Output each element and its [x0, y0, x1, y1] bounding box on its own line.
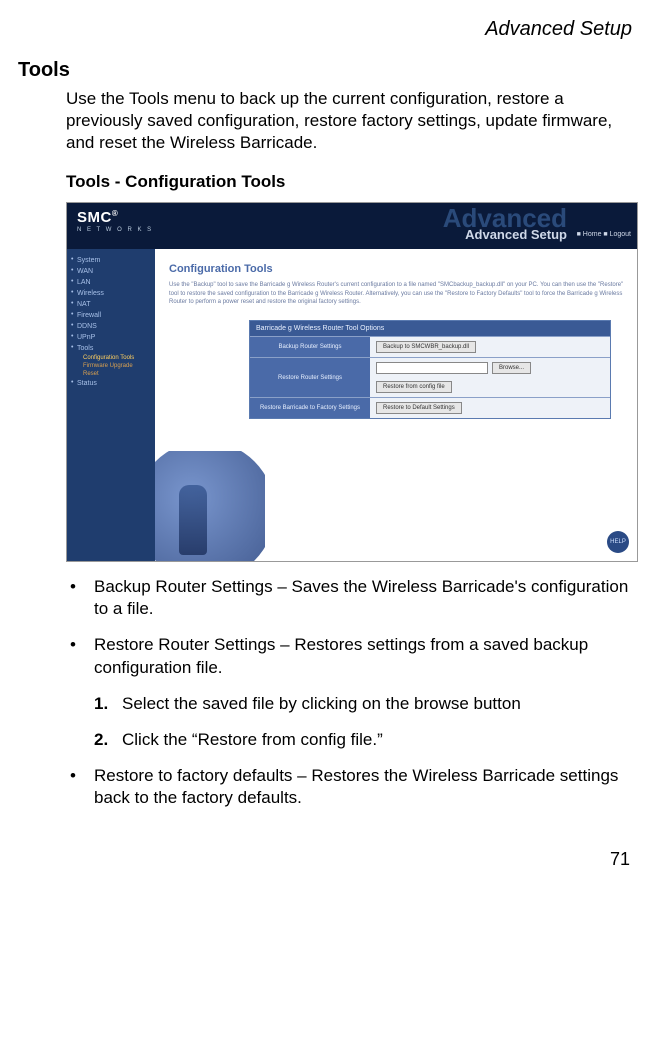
content-description: Use the "Backup" tool to save the Barric…: [169, 281, 627, 306]
restore-from-file-button[interactable]: Restore from config file: [376, 381, 452, 393]
screenshot-content: Configuration Tools Use the "Backup" too…: [155, 249, 637, 561]
browse-button[interactable]: Browse...: [492, 362, 531, 374]
bullet-restore: Restore Router Settings – Restores setti…: [66, 634, 632, 750]
step-1-text: Select the saved file by clicking on the…: [122, 694, 521, 713]
logo-subtext: N E T W O R K S: [77, 227, 153, 233]
sidebar-item-wireless[interactable]: Wireless: [71, 288, 151, 299]
sidebar-item-wan[interactable]: WAN: [71, 266, 151, 277]
step-1: 1. Select the saved file by clicking on …: [94, 693, 632, 715]
advanced-setup-label: Advanced Setup: [465, 227, 567, 242]
backup-row: Backup Router Settings Backup to SMCWBR_…: [250, 336, 610, 357]
help-icon[interactable]: HELP: [607, 531, 629, 553]
tool-options-panel: Barricade g Wireless Router Tool Options…: [249, 320, 611, 419]
backup-label: Backup Router Settings: [250, 337, 370, 357]
home-logout-links[interactable]: ■ Home ■ Logout: [577, 231, 631, 238]
subsection-title: Tools - Configuration Tools: [66, 172, 632, 192]
restore-defaults-button[interactable]: Restore to Default Settings: [376, 402, 462, 414]
smc-logo: SMC®: [77, 209, 118, 226]
factory-row: Restore Barricade to Factory Settings Re…: [250, 397, 610, 418]
restore-file-input[interactable]: [376, 362, 488, 374]
factory-label: Restore Barricade to Factory Settings: [250, 398, 370, 418]
sidebar-item-system[interactable]: System: [71, 255, 151, 266]
bullet-backup: Backup Router Settings – Saves the Wirel…: [66, 576, 632, 620]
sidebar-item-upnp[interactable]: UPnP: [71, 332, 151, 343]
panel-header: Barricade g Wireless Router Tool Options: [250, 321, 610, 336]
section-title: Tools: [18, 59, 638, 82]
feature-list: Backup Router Settings – Saves the Wirel…: [66, 576, 632, 809]
sidebar-item-ddns[interactable]: DDNS: [71, 321, 151, 332]
screenshot-header: SMC® N E T W O R K S Advanced Advanced S…: [67, 203, 637, 249]
bullet-restore-text: Restore Router Settings – Restores setti…: [94, 635, 588, 676]
restore-row: Restore Router Settings Browse... Restor…: [250, 357, 610, 397]
step-1-number: 1.: [94, 693, 108, 715]
sidebar-item-lan[interactable]: LAN: [71, 277, 151, 288]
bullet-factory: Restore to factory defaults – Restores t…: [66, 765, 632, 809]
sidebar: System WAN LAN Wireless NAT Firewall DDN…: [67, 249, 155, 561]
restore-label: Restore Router Settings: [250, 358, 370, 397]
intro-paragraph: Use the Tools menu to back up the curren…: [66, 88, 632, 154]
restore-steps: 1. Select the saved file by clicking on …: [94, 693, 632, 751]
logo-trademark: ®: [112, 209, 118, 218]
sidebar-sub-firmware[interactable]: Firmware Upgrade: [71, 362, 151, 370]
step-2: 2. Click the “Restore from config file.”: [94, 729, 632, 751]
page-number: 71: [18, 849, 630, 870]
sidebar-item-status[interactable]: Status: [71, 378, 151, 389]
sidebar-item-firewall[interactable]: Firewall: [71, 310, 151, 321]
step-2-number: 2.: [94, 729, 108, 751]
backup-button[interactable]: Backup to SMCWBR_backup.dll: [376, 341, 476, 353]
content-title: Configuration Tools: [169, 263, 627, 275]
logo-text: SMC: [77, 209, 112, 226]
sidebar-sub-config-tools[interactable]: Configuration Tools: [71, 354, 151, 362]
sidebar-item-tools[interactable]: Tools: [71, 343, 151, 354]
step-2-text: Click the “Restore from config file.”: [122, 730, 383, 749]
sidebar-sub-reset[interactable]: Reset: [71, 370, 151, 378]
config-tools-screenshot: SMC® N E T W O R K S Advanced Advanced S…: [66, 202, 638, 562]
footer-art: [155, 451, 265, 561]
sidebar-item-nat[interactable]: NAT: [71, 299, 151, 310]
page-header: Advanced Setup: [18, 18, 632, 41]
